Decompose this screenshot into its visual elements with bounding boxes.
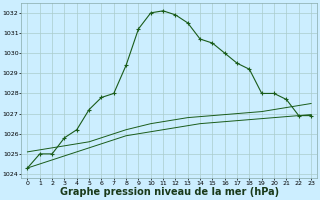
X-axis label: Graphe pression niveau de la mer (hPa): Graphe pression niveau de la mer (hPa) (60, 187, 279, 197)
